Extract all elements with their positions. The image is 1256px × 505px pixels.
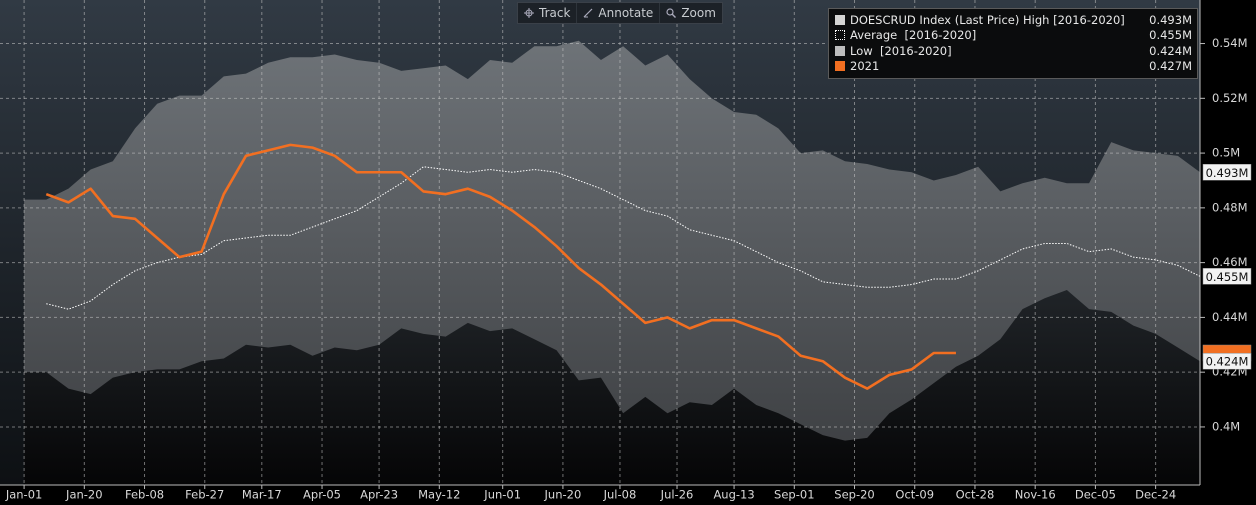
y-tick-label: 0.54M: [1212, 36, 1248, 50]
legend-item: 2021 0.427M: [829, 59, 1197, 75]
y-tick-label: 0.52M: [1212, 91, 1248, 105]
toolbar-button[interactable]: Track: [518, 3, 578, 23]
legend-label: Average [2016-2020]: [850, 28, 977, 43]
legend-item: Average [2016-2020] 0.455M: [829, 28, 1197, 44]
x-tick-label: Jun-20: [544, 488, 582, 502]
legend-swatch: [835, 30, 845, 41]
value-flag: [1202, 164, 1252, 181]
toolbar-label: Zoom: [681, 6, 716, 20]
x-tick-label: Sep-20: [834, 488, 874, 502]
x-tick-label: Jan-01: [5, 488, 43, 502]
legend-item: DOESCRUD Index (Last Price) High [2016-2…: [829, 12, 1197, 28]
toolbar-button[interactable]: Zoom: [660, 3, 722, 23]
x-tick-label: Oct-28: [956, 488, 995, 502]
x-tick-label: Mar-17: [242, 488, 282, 502]
x-tick-label: Feb-08: [125, 488, 164, 502]
toolbar-label: Track: [539, 6, 571, 20]
legend-value: 0.427M: [1149, 59, 1192, 74]
series-line: [45, 143, 956, 390]
legend-value: 0.455M: [1149, 28, 1192, 43]
x-tick-label: Aug-13: [713, 488, 754, 502]
x-tick-label: May-12: [418, 488, 460, 502]
y-tick-label: 0.5M: [1212, 146, 1240, 160]
y-tick-label: 0.46M: [1212, 255, 1248, 269]
legend-label: Low [2016-2020]: [850, 43, 952, 58]
value-flag-label: 0.424M: [1206, 355, 1249, 369]
legend-swatch: [835, 45, 845, 56]
x-tick-label: Sep-01: [774, 488, 814, 502]
x-tick-label: Oct-09: [895, 488, 934, 502]
legend-label: 2021: [850, 59, 880, 74]
x-tick-label: Feb-27: [185, 488, 224, 502]
y-tick-label: 0.48M: [1212, 200, 1248, 214]
toolbar: Track Annotate Zoom: [517, 2, 723, 24]
y-tick-label: 0.4M: [1212, 419, 1240, 433]
x-tick-label: Nov-16: [1015, 488, 1056, 502]
legend-item: Low [2016-2020] 0.424M: [829, 43, 1197, 59]
x-tick-label: Jul-08: [603, 488, 637, 502]
legend: DOESCRUD Index (Last Price) High [2016-2…: [828, 8, 1198, 79]
toolbar-icon: [666, 8, 677, 18]
x-tick-label: Jun-01: [483, 488, 521, 502]
value-flag-label: 0.493M: [1206, 166, 1249, 180]
toolbar-icon: [524, 8, 534, 18]
toolbar-button[interactable]: Annotate: [577, 3, 661, 23]
series-line: [46, 166, 1201, 310]
legend-label: DOESCRUD Index (Last Price) High [2016-2…: [850, 12, 1125, 27]
x-tick-label: Apr-23: [360, 488, 398, 502]
x-tick-label: Dec-24: [1135, 488, 1176, 502]
legend-swatch: [835, 61, 845, 72]
x-tick-label: Jul-26: [660, 488, 694, 502]
y-tick-label: 0.44M: [1212, 310, 1248, 324]
x-tick-label: Apr-05: [303, 488, 341, 502]
value-flag-label: 0.455M: [1206, 270, 1249, 284]
legend-swatch: [835, 14, 845, 25]
toolbar-icon: [583, 8, 593, 18]
x-tick-label: Dec-05: [1075, 488, 1116, 502]
band-area: [24, 290, 1201, 485]
value-flag: [1202, 352, 1252, 370]
toolbar-label: Annotate: [598, 6, 654, 20]
legend-value: 0.493M: [1149, 12, 1192, 27]
legend-value: 0.424M: [1149, 43, 1192, 58]
x-tick-label: Jan-20: [65, 488, 103, 502]
value-flag: [1202, 268, 1252, 285]
